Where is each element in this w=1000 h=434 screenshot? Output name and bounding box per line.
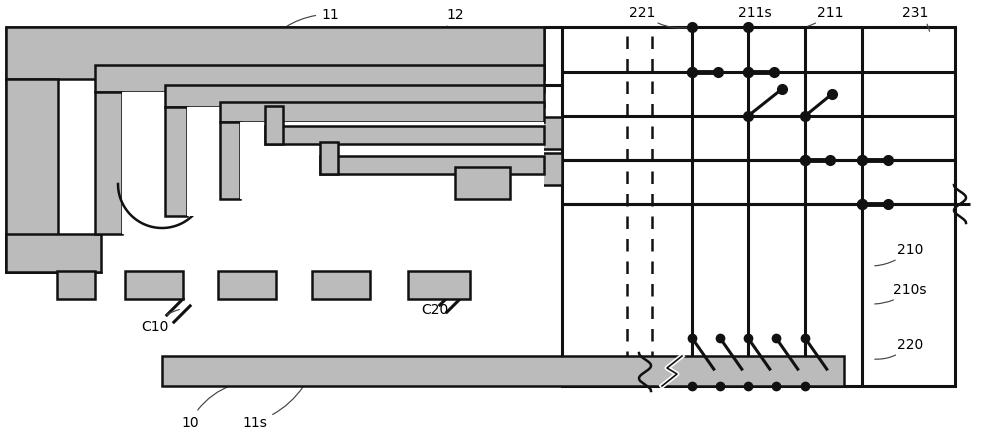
Text: 211: 211 xyxy=(808,6,843,27)
Bar xyxy=(165,86,544,108)
Text: 231: 231 xyxy=(902,6,930,32)
Bar xyxy=(312,271,370,299)
Bar xyxy=(562,28,955,386)
Bar xyxy=(165,108,187,217)
Bar xyxy=(6,28,544,80)
Bar xyxy=(187,108,544,217)
Text: 12: 12 xyxy=(403,8,464,59)
Bar xyxy=(95,66,544,93)
Bar xyxy=(58,80,544,273)
Bar xyxy=(122,93,544,234)
Text: 221: 221 xyxy=(629,6,689,29)
Text: 210s: 210s xyxy=(875,283,927,304)
Bar xyxy=(265,127,544,145)
Bar xyxy=(320,157,544,174)
Text: 11: 11 xyxy=(262,8,339,51)
Bar xyxy=(218,271,276,299)
Bar xyxy=(510,154,562,186)
Bar xyxy=(6,28,544,80)
Bar xyxy=(125,271,183,299)
Text: C10: C10 xyxy=(141,310,179,333)
Bar xyxy=(220,123,240,200)
Bar xyxy=(6,234,101,273)
Text: 220: 220 xyxy=(875,337,923,359)
Bar xyxy=(6,80,58,273)
Bar xyxy=(95,93,122,234)
Bar xyxy=(6,80,58,273)
Bar xyxy=(455,168,510,200)
Text: C20: C20 xyxy=(421,296,453,316)
Bar xyxy=(220,103,544,123)
Bar xyxy=(510,118,562,150)
Bar xyxy=(162,356,844,386)
Text: 210: 210 xyxy=(875,243,923,266)
Text: 11s: 11s xyxy=(243,386,303,429)
Bar xyxy=(6,234,101,273)
Bar xyxy=(320,143,338,174)
Bar xyxy=(265,107,283,145)
Text: 211s: 211s xyxy=(738,6,772,26)
Bar xyxy=(408,271,470,299)
Text: 10: 10 xyxy=(181,385,232,429)
Bar xyxy=(57,271,95,299)
Bar xyxy=(240,123,544,200)
Text: C12: C12 xyxy=(121,150,159,173)
